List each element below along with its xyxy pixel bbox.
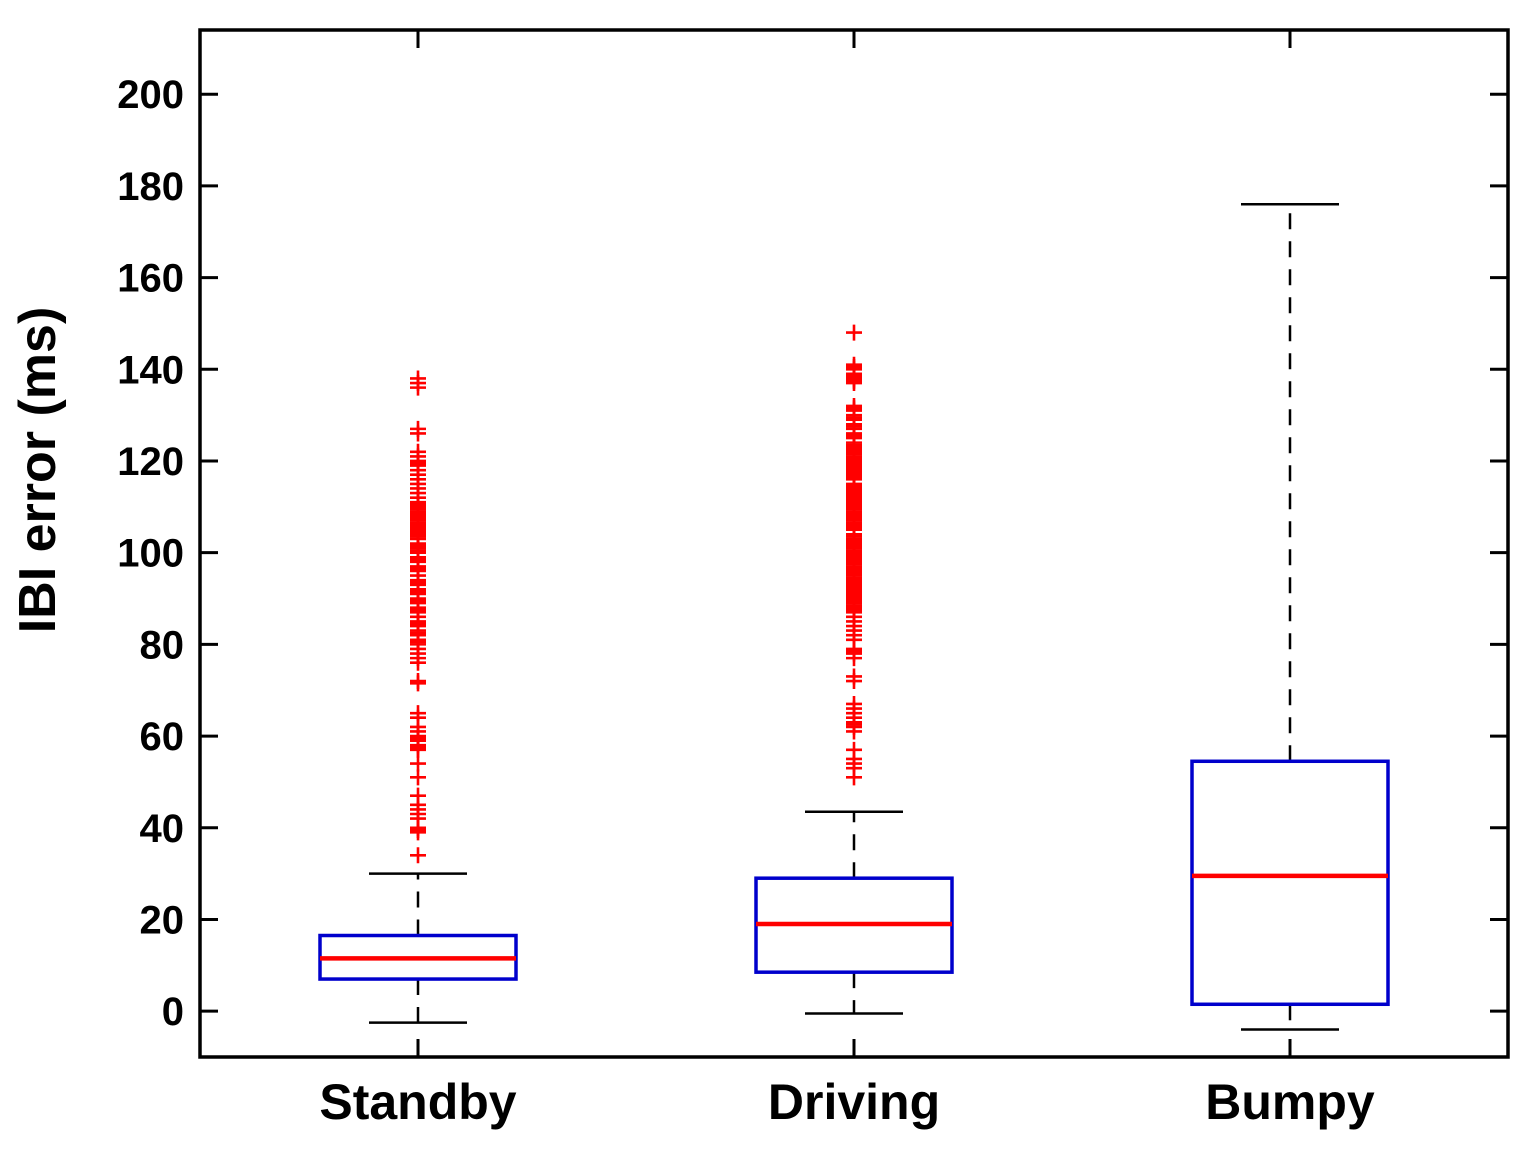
axes-frame	[198, 28, 1510, 1059]
y-tick-label: 140	[117, 348, 184, 392]
outlier-marker-driving	[846, 375, 862, 392]
box-bumpy	[1190, 759, 1390, 1007]
outlier-marker-standby	[410, 769, 426, 786]
y-axis-label: IBI error (ms)	[9, 307, 67, 634]
outlier-marker-standby	[410, 379, 426, 396]
y-tick-label: 200	[117, 73, 184, 117]
outlier-marker-standby	[410, 755, 426, 772]
y-tick-label: 120	[117, 440, 184, 484]
outlier-marker-standby	[410, 654, 426, 671]
y-tick-label: 60	[140, 715, 185, 759]
outlier-marker-driving	[846, 723, 862, 740]
x-category-label-bumpy: Bumpy	[1205, 1074, 1375, 1130]
y-tick-label: 80	[140, 623, 185, 667]
y-tick-label: 100	[117, 532, 184, 576]
y-tick-label: 160	[117, 257, 184, 301]
outlier-marker-driving	[846, 650, 862, 667]
outlier-marker-driving	[846, 673, 862, 690]
outlier-marker-driving	[846, 324, 862, 341]
outlier-marker-standby	[410, 847, 426, 864]
x-category-label-standby: Standby	[319, 1074, 516, 1130]
outlier-marker-standby	[410, 675, 426, 692]
outlier-marker-driving	[846, 769, 862, 786]
y-tick-label: 0	[162, 990, 184, 1034]
y-tick-label: 180	[117, 165, 184, 209]
outlier-marker-standby	[410, 824, 426, 841]
outlier-marker-standby	[410, 741, 426, 758]
y-tick-label: 40	[140, 807, 185, 851]
x-category-label-driving: Driving	[768, 1074, 940, 1130]
y-tick-label: 20	[140, 898, 185, 942]
outlier-marker-standby	[410, 425, 426, 442]
